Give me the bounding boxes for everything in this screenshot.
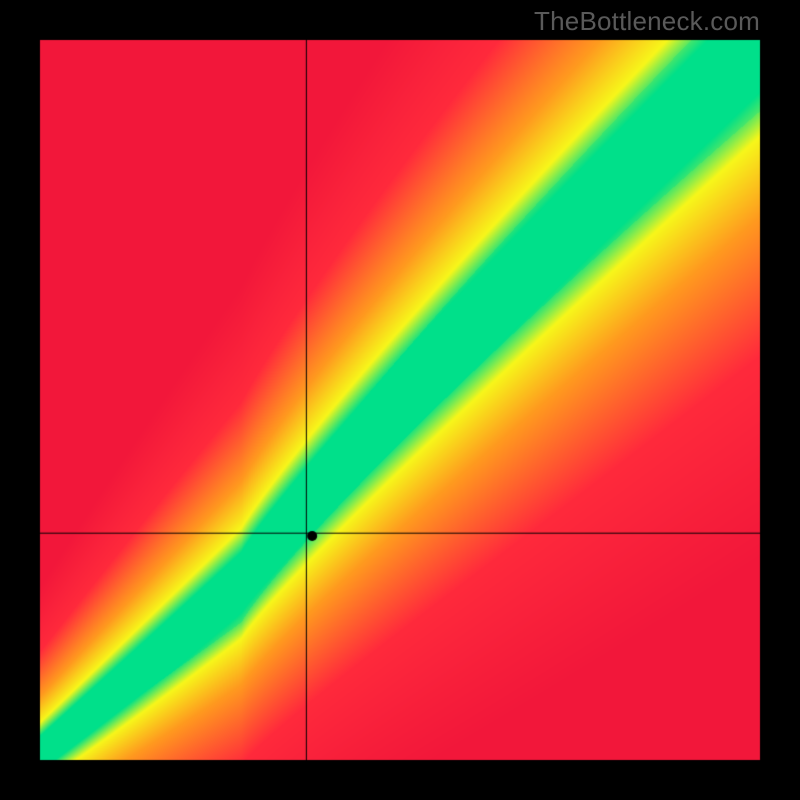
chart-container: TheBottleneck.com	[0, 0, 800, 800]
bottleneck-heatmap	[0, 0, 800, 800]
watermark-text: TheBottleneck.com	[534, 6, 760, 37]
